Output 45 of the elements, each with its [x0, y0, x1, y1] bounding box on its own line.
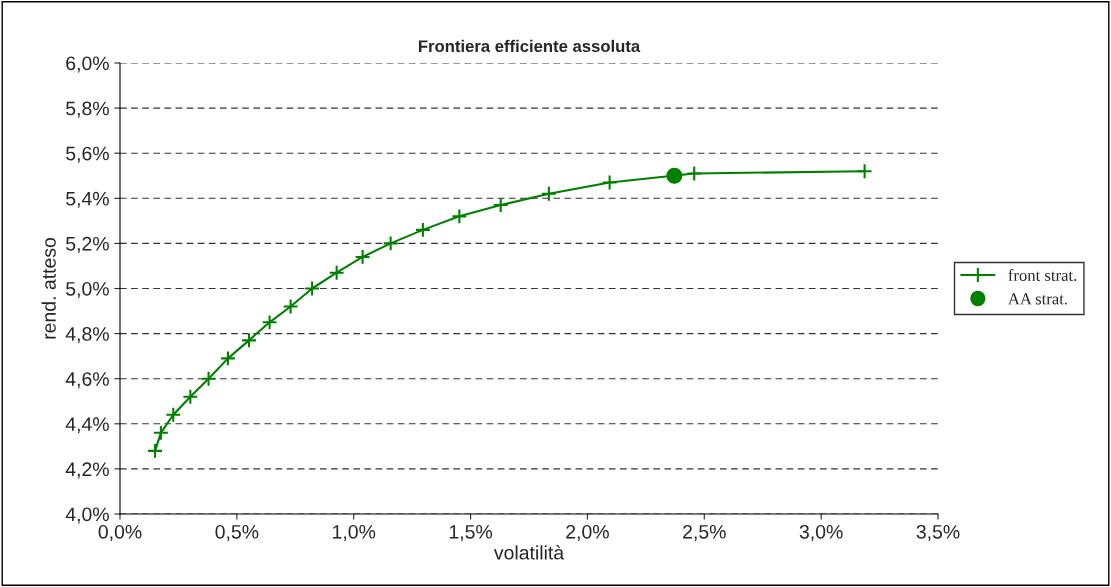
- x-tick-label: 1,0%: [333, 524, 376, 541]
- point: [219, 350, 236, 367]
- point: [261, 314, 278, 331]
- x-tick-label: 2,5%: [683, 524, 726, 541]
- point: [200, 370, 217, 387]
- point: [152, 424, 169, 441]
- point: [165, 406, 182, 423]
- y-tick-label: 5,0%: [66, 281, 109, 299]
- y-tick-label: 4,2%: [65, 462, 109, 479]
- point: [147, 442, 164, 459]
- x-tick-label: 3,0%: [799, 524, 843, 541]
- y-tick-label: 5,4%: [66, 191, 109, 208]
- point: [182, 388, 199, 405]
- legend-label: front strat.: [1008, 269, 1077, 282]
- point: [414, 221, 431, 238]
- y-tick-label: 4,0%: [65, 507, 109, 524]
- point: [282, 298, 299, 315]
- y-tick-label: 4,4%: [65, 417, 109, 434]
- y-tick-label: 5,2%: [66, 236, 109, 253]
- point: [540, 185, 557, 202]
- point: [382, 235, 399, 252]
- point: [601, 174, 618, 191]
- point: [451, 208, 468, 225]
- y-tick-label: 5,8%: [66, 101, 109, 118]
- x-tick-label: 0,0%: [98, 524, 142, 541]
- y-tick-label: 5,6%: [66, 146, 109, 163]
- point: [856, 163, 873, 180]
- chart-title: Frontiera efficiente assoluta: [418, 39, 641, 53]
- x-tick-label: 2,0%: [566, 524, 609, 541]
- point: [686, 165, 703, 182]
- point: [666, 167, 683, 184]
- point: [241, 332, 257, 349]
- point: [304, 280, 321, 297]
- y-axis-title: rend. atteso: [41, 237, 56, 339]
- y-tick-label: 4,8%: [65, 327, 109, 344]
- x-tick-label: 3,5%: [916, 524, 960, 541]
- x-tick-label: 0,5%: [215, 524, 259, 541]
- point: [328, 264, 345, 281]
- legend-label: AA strat.: [1008, 293, 1067, 305]
- y-tick-label: 6,0%: [66, 56, 109, 73]
- point: [354, 248, 371, 265]
- x-axis-title: volatilità: [493, 545, 565, 560]
- x-tick-label: 1,5%: [449, 525, 493, 541]
- y-tick-label: 4,6%: [65, 372, 109, 389]
- point: [492, 197, 509, 214]
